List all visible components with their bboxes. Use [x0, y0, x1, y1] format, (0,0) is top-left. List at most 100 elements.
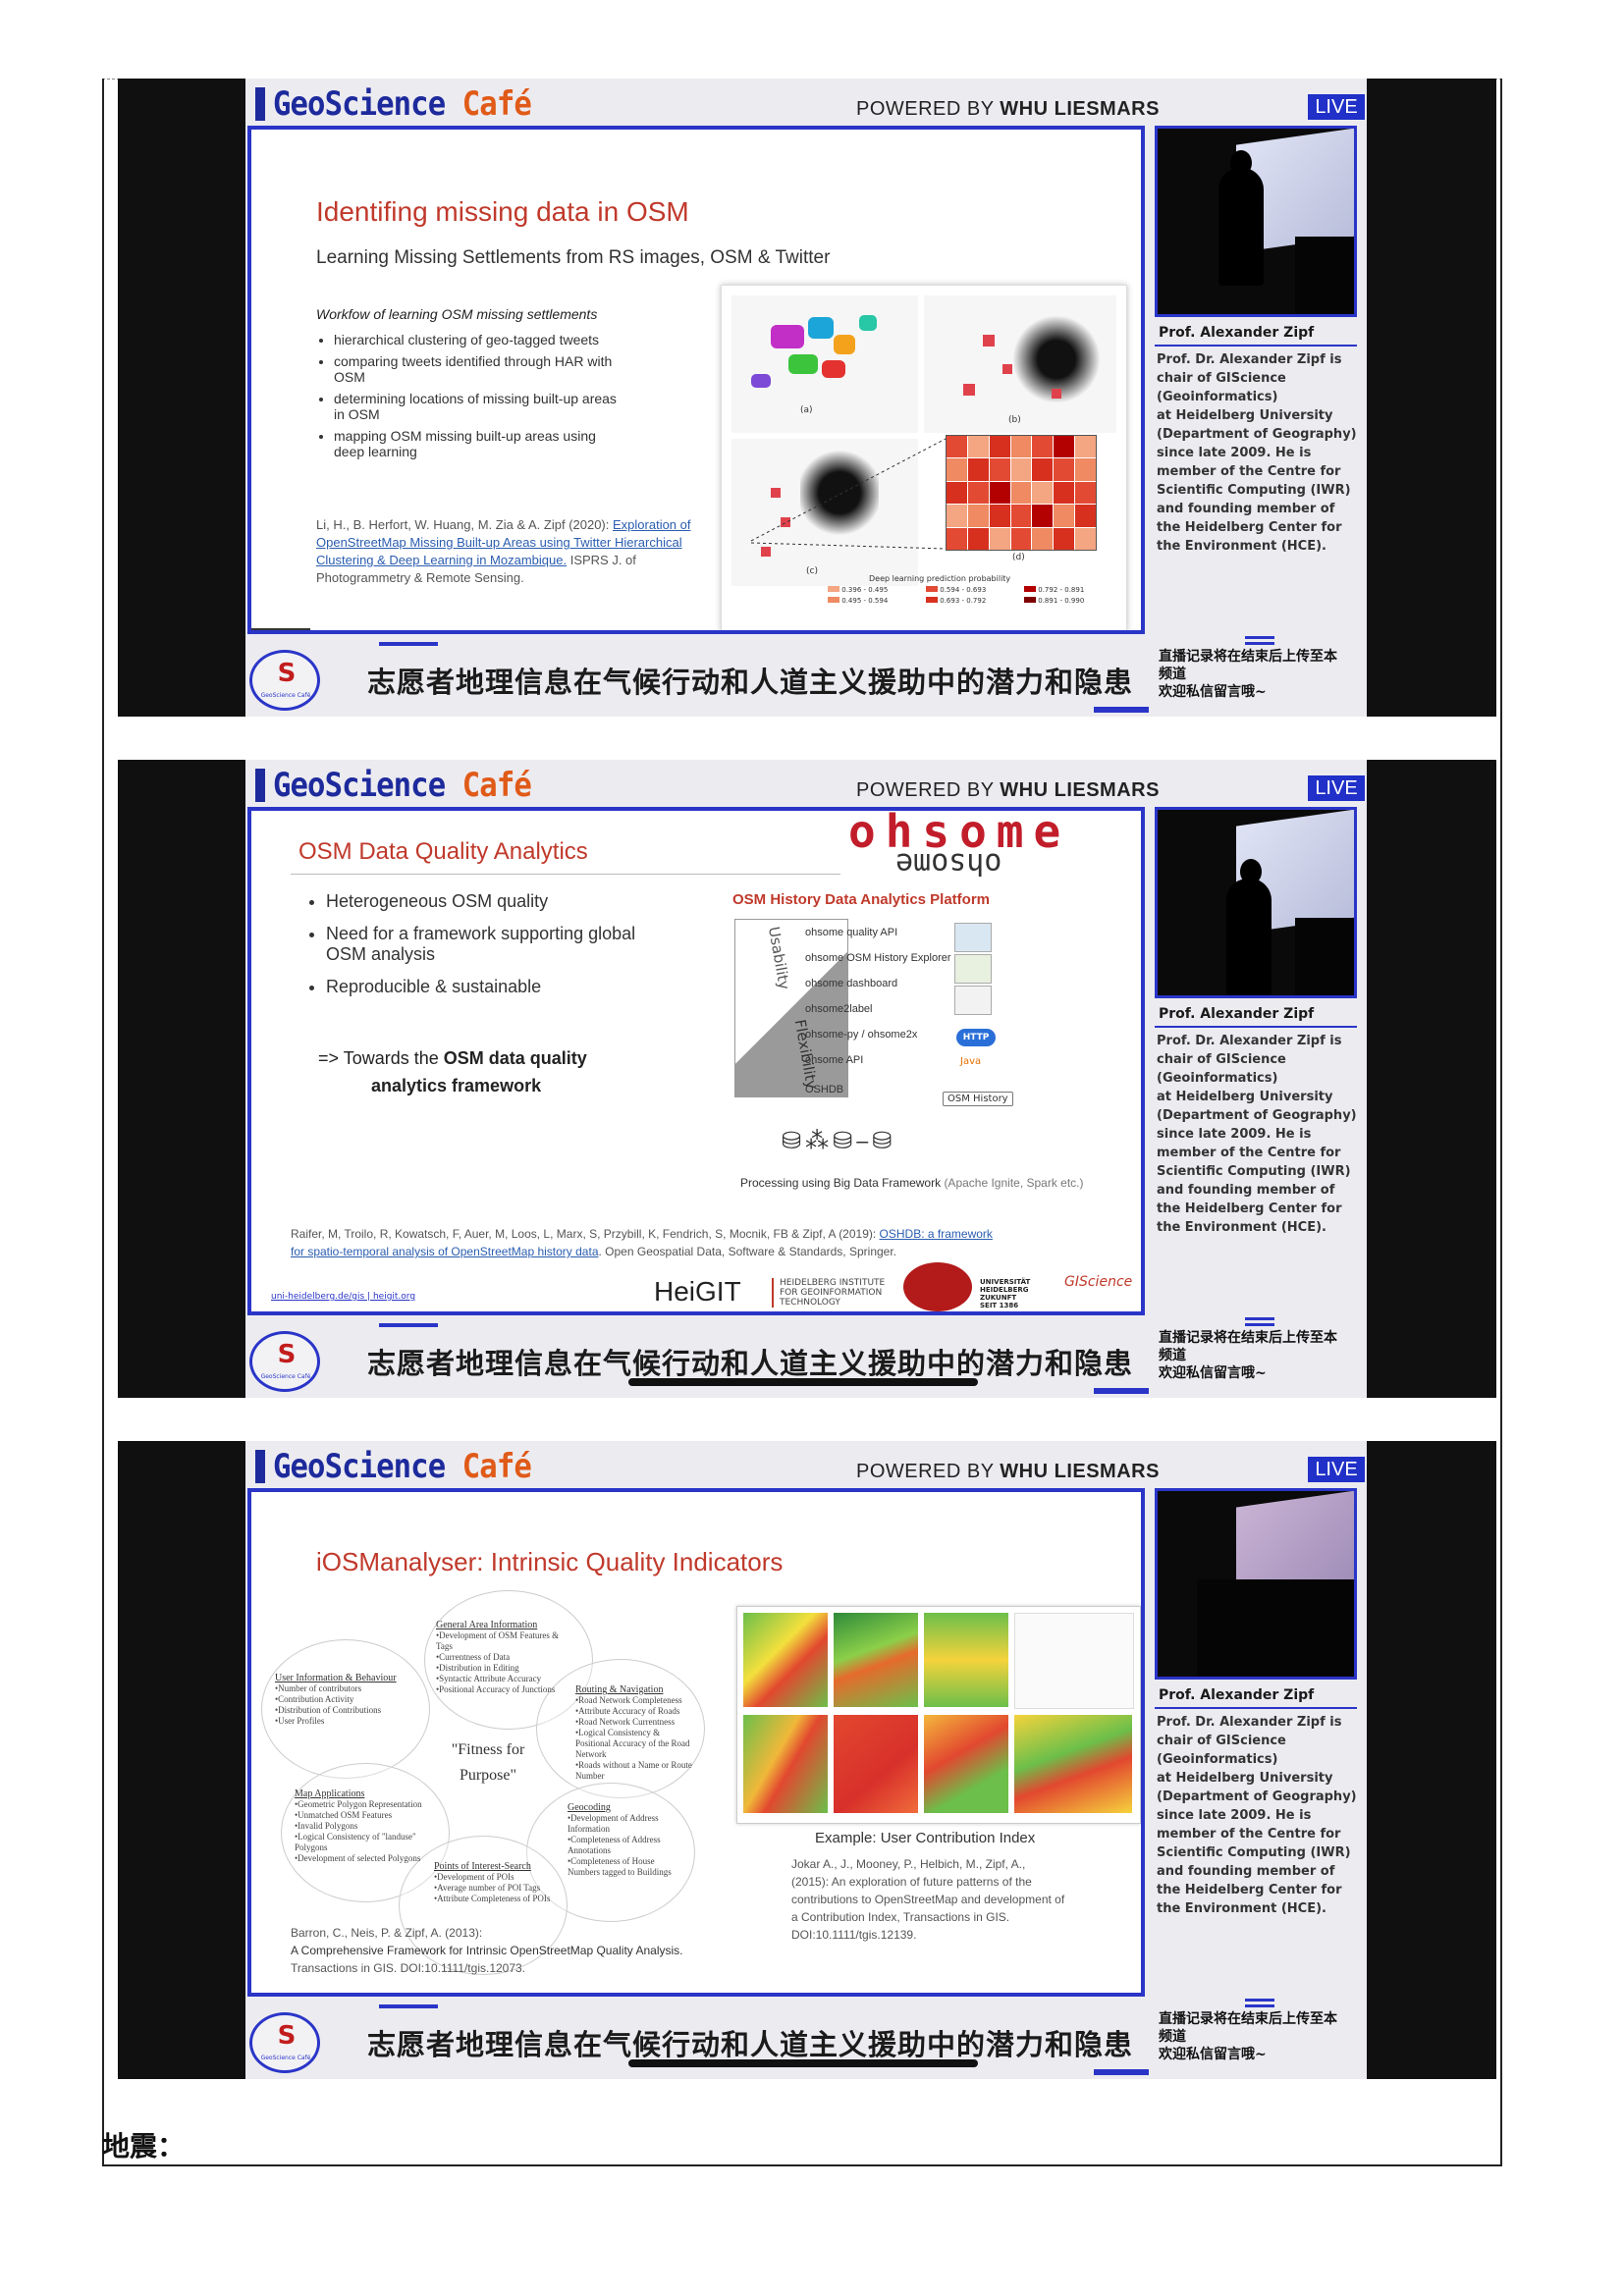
stack-item: ohsome-py / ohsome2x — [805, 1029, 918, 1041]
example-caption: Example: User Contribution Index — [815, 1830, 1036, 1846]
map-panel — [834, 1715, 918, 1813]
speaker-bio: Prof. Dr. Alexander Zipf is chair of GISc… — [1157, 1034, 1357, 1235]
university-seal-icon — [903, 1262, 972, 1311]
venn-circle-poi — [399, 1836, 568, 1975]
map-panel-d-grid — [946, 435, 1097, 551]
venn-text: User Information & Behaviour •Number of … — [275, 1673, 397, 1726]
broadcast-stage: GeoScience Café POWERED BY WHU LIESMARS … — [245, 79, 1367, 717]
brand-logo: GeoScience Café — [255, 1447, 560, 1486]
heigit-subtitle: HEIDELBERG INSTITUTE FOR GEOINFORMATION TE… — [772, 1278, 885, 1308]
slide-1: Identifing missing data in OSM Learning … — [247, 126, 1145, 634]
section-heading: 地震： — [102, 2130, 186, 2163]
map-panel — [743, 1613, 828, 1707]
live-badge: LIVE — [1308, 775, 1365, 801]
cafe-logo-icon: S GeoScience Café — [249, 650, 320, 711]
list-item: comparing tweets identified through HAR … — [334, 353, 628, 385]
powered-by: POWERED BY WHU LIESMARS — [856, 98, 1160, 120]
map-panel — [924, 1613, 1008, 1707]
reference: Li, H., B. Herfort, W. Huang, M. Zia & A… — [316, 517, 691, 585]
video-scrubber[interactable] — [628, 1378, 978, 1386]
legend-title: Deep learning prediction probability — [869, 574, 1011, 583]
slide-2: ohsome ohsome OSM Data Quality Analytics… — [247, 807, 1145, 1315]
cafe-logo-icon: S GeoScience Café — [249, 2012, 320, 2073]
usability-flexibility-triangle: Usability Flexibility — [734, 919, 848, 1097]
screenshot-thumb-icon — [954, 923, 992, 952]
venn-text: Geocoding •Development of Address Inform… — [568, 1802, 672, 1877]
workflow-heading: Workfow of learning OSM missing settleme… — [316, 306, 598, 322]
list-item: Need for a framework supporting global O… — [326, 924, 640, 965]
screenshot-frame-1: GeoScience Café POWERED BY WHU LIESMARS … — [118, 79, 1496, 717]
screenshot-frame-2: GeoScience Café POWERED BY WHU LIESMARS … — [118, 760, 1496, 1398]
stack-item: ohsome2label — [805, 1003, 873, 1015]
speaker-sidebar: Prof. Alexander Zipf Prof. Dr. Alexander… — [1155, 1488, 1361, 1997]
footer-links[interactable]: uni-heidelberg.de/gis | heigit.org — [271, 1292, 416, 1302]
reference-2: Jokar A., J., Mooney, P., Helbich, M., Z… — [791, 1857, 1065, 1942]
powered-by: POWERED BY WHU LIESMARS — [856, 779, 1160, 801]
quality-list: Heterogeneous OSM quality Need for a fra… — [304, 891, 640, 1003]
speaker-video — [1155, 1488, 1357, 1680]
live-badge: LIVE — [1308, 1457, 1365, 1482]
talk-title: 志愿者地理信息在气候行动和人道主义援助中的潜力和隐患 — [367, 2028, 1134, 2061]
powered-by: POWERED BY WHU LIESMARS — [856, 1461, 1160, 1482]
document-table-frame — [102, 79, 1502, 2166]
speaker-bio: Prof. Dr. Alexander Zipf is chair of GISc… — [1157, 352, 1357, 554]
speaker-name: Prof. Alexander Zipf — [1159, 1687, 1315, 1703]
venn-text: Points of Interest-Search •Development o… — [434, 1861, 551, 1903]
university-logo: UNIVERSITÄT HEIDELBERG ZUKUNFT SEIT 1386 — [980, 1278, 1031, 1309]
talk-title: 志愿者地理信息在气候行动和人道主义援助中的潜力和隐患 — [367, 666, 1134, 699]
reference-link[interactable]: OSHDB: a framework for spatio-temporal a… — [291, 1227, 993, 1258]
lower-third: S GeoScience Café 志愿者地理信息在气候行动和人道主义援助中的潜力… — [247, 2004, 1149, 2075]
map-panel-a: (a) — [731, 295, 918, 433]
database-cluster-icon: ⛁⁂⛁⎯⛁ — [782, 1127, 896, 1154]
list-item: Heterogeneous OSM quality — [326, 891, 640, 912]
venn-text: Routing & Navigation •Road Network Compl… — [575, 1684, 692, 1781]
towards-text: => Towards the OSM data quality — [318, 1048, 587, 1068]
slide-title: iOSManalyser: Intrinsic Quality Indicato… — [316, 1547, 784, 1576]
slide-title: OSM Data Quality Analytics — [298, 838, 588, 865]
chart-thumb-icon — [954, 986, 992, 1015]
map-panel — [834, 1613, 918, 1707]
processing-text: Processing using Big Data Framework (Apa… — [740, 1176, 1084, 1190]
reference-1: Barron, C., Neis, P. & Zipf, A. (2013): A… — [291, 1926, 683, 1975]
slide-3: iOSManalyser: Intrinsic Quality Indicato… — [247, 1488, 1145, 1997]
http-icon: HTTP — [956, 1029, 996, 1046]
map-panel-b: (b) — [924, 295, 1116, 433]
stack-item: ohsome OSM History Explorer — [805, 952, 951, 964]
venn-text: Map Applications •Geometric Polygon Repr… — [295, 1789, 422, 1863]
stack-item: ohsome API — [805, 1054, 864, 1066]
stack-item: ohsome quality API — [805, 927, 898, 938]
list-item: determining locations of missing built-u… — [334, 391, 628, 422]
brand-logo: GeoScience Café — [255, 766, 560, 805]
speaker-video — [1155, 126, 1357, 317]
broadcast-note: 直播记录将在结束后上传至本 频道 欢迎私信留言哦~ — [1159, 1330, 1337, 1381]
fitness-for-purpose: "Fitness for Purpose" — [451, 1741, 525, 1784]
list-item: mapping OSM missing built-up areas using… — [334, 428, 628, 459]
map-panel — [1014, 1715, 1132, 1813]
speaker-sidebar: Prof. Alexander Zipf Prof. Dr. Alexander… — [1155, 807, 1361, 1315]
talk-title: 志愿者地理信息在气候行动和人道主义援助中的潜力和隐患 — [367, 1347, 1134, 1380]
heigit-logo: HeiGIT — [654, 1276, 741, 1307]
settlement-maps-figure: ▲ (a) — [721, 285, 1127, 630]
video-scrubber[interactable] — [628, 2059, 978, 2067]
map-panel — [743, 1715, 828, 1813]
live-badge: LIVE — [1308, 94, 1365, 120]
cafe-logo-icon: S GeoScience Café — [249, 1331, 320, 1392]
ohsome-logo-mirror: ohsome — [895, 846, 1002, 881]
venn-circle-user — [261, 1639, 430, 1779]
stack-item: OSHDB — [805, 1084, 844, 1095]
map-thumb-icon — [954, 954, 992, 984]
legend: 0.396 - 0.495 0.594 - 0.693 0.792 - 0.89… — [828, 586, 1122, 605]
speaker-sidebar: Prof. Alexander Zipf Prof. Dr. Alexander… — [1155, 126, 1361, 634]
lower-third: S GeoScience Café 志愿者地理信息在气候行动和人道主义援助中的潜力… — [247, 1323, 1149, 1394]
list-item: Reproducible & sustainable — [326, 977, 640, 997]
workflow-list: hierarchical clustering of geo-tagged tw… — [316, 332, 628, 465]
slide-title: Identifing missing data in OSM — [316, 196, 689, 227]
speaker-video — [1155, 807, 1357, 998]
broadcast-note: 直播记录将在结束后上传至本 频道 欢迎私信留言哦~ — [1159, 2011, 1337, 2062]
reference-link[interactable]: Exploration of OpenStreetMap Missing Bui… — [316, 517, 691, 567]
connector-lines — [750, 438, 947, 550]
speaker-name: Prof. Alexander Zipf — [1159, 1006, 1315, 1022]
map-panel-c: (c) — [731, 439, 918, 586]
map-panel — [924, 1715, 1008, 1813]
reference: Raifer, M, Troilo, R, Kowatsch, F, Auer,… — [291, 1227, 993, 1258]
